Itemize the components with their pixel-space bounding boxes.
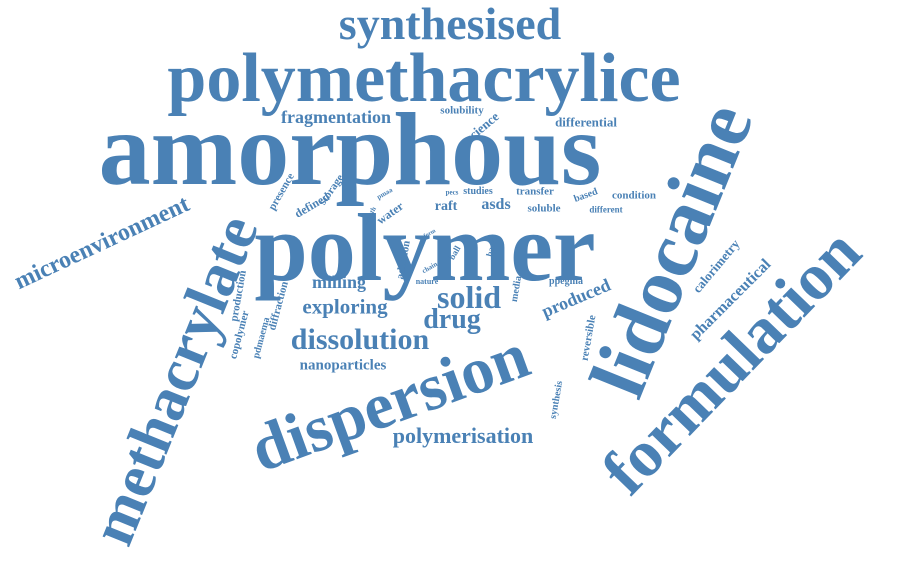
- word-microenvironment: microenvironment: [10, 191, 194, 295]
- word-solubility: solubility: [440, 104, 484, 117]
- word-polymer: polymer: [254, 194, 596, 301]
- word-methacrylate: methacrylate: [78, 206, 272, 554]
- word-polymethacrylice: polymethacrylice: [167, 40, 681, 117]
- word-ppegma: ppegma: [549, 276, 583, 287]
- word-nanoparticles: nanoparticles: [299, 357, 387, 374]
- word-differential: differential: [555, 114, 617, 130]
- word-asds: asds: [481, 196, 511, 213]
- word-condition: condition: [611, 189, 657, 202]
- word-synthesis: synthesis: [547, 380, 566, 420]
- word-studies: studies: [463, 186, 493, 197]
- word-soluble: soluble: [527, 202, 561, 215]
- word-transfer: transfer: [516, 185, 554, 198]
- word-exploring: exploring: [302, 294, 388, 319]
- word-fragmentation: fragmentation: [281, 107, 391, 127]
- word-different: different: [589, 204, 623, 215]
- word-dissolution: dissolution: [290, 323, 430, 356]
- word-nature: nature: [415, 277, 439, 286]
- word-pdmaema: pdmaema: [250, 316, 273, 360]
- word-solid: solid: [436, 279, 502, 315]
- word-polymerisation: polymerisation: [392, 423, 534, 448]
- word-milling: milling: [311, 272, 367, 292]
- word-raft: raft: [434, 199, 458, 214]
- word-drug: drug: [423, 304, 481, 335]
- word-amorphous: amorphous: [98, 92, 602, 207]
- word-synthesised: synthesised: [338, 0, 562, 49]
- word-pecs: pecs: [445, 188, 459, 197]
